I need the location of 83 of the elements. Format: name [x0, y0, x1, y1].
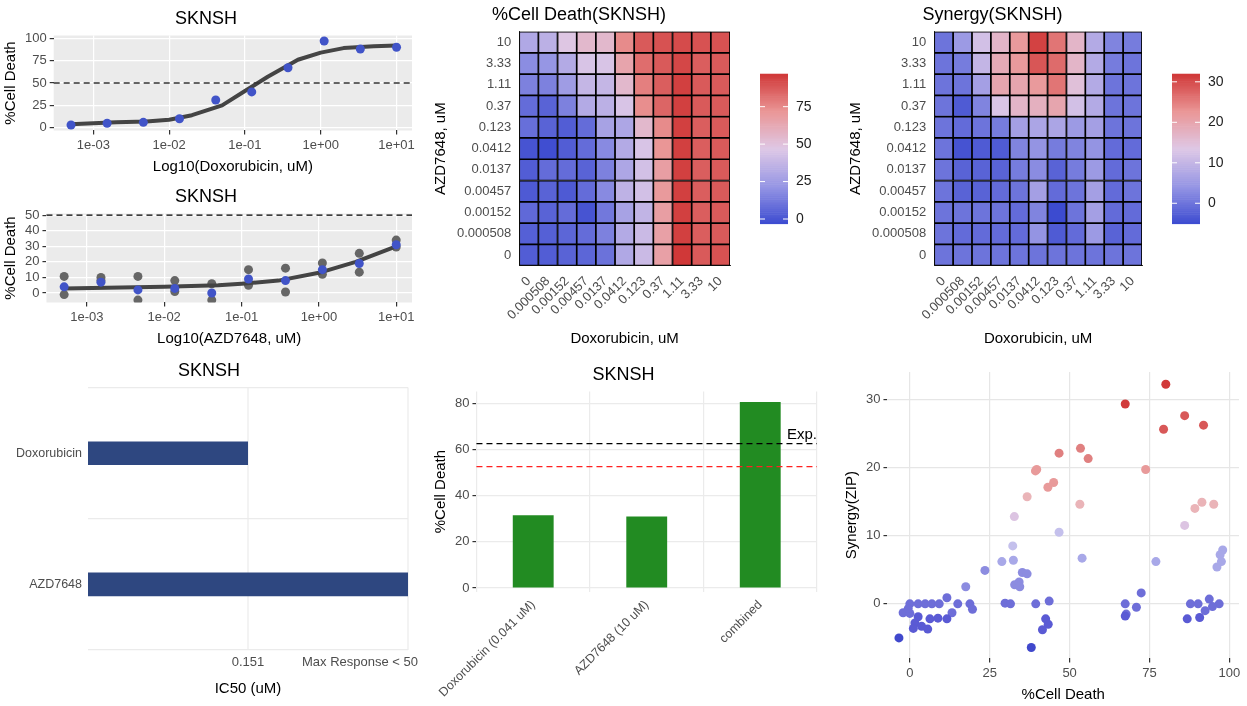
y-tick-label: 0.00152: [879, 204, 927, 220]
y-tick-label: 0.000508: [456, 225, 512, 241]
y-tick-label: 0.00457: [879, 182, 927, 198]
y-tick-label: 50: [24, 206, 40, 222]
x-tick-label: 1e-03: [76, 136, 110, 152]
y-tick-label: 0.00457: [464, 182, 512, 198]
y-tick-label: 0.0137: [886, 161, 927, 177]
chart-title: SKNSH: [592, 363, 655, 384]
text: 0.151: [231, 654, 265, 670]
x-axis-title: Log10(Doxorubicin, uM): [152, 157, 313, 175]
chart-title: SKNSH: [177, 359, 241, 380]
y-tick-label: 0.00152: [464, 204, 512, 220]
y-tick-label: 0: [918, 246, 927, 262]
x-axis-title: Log10(AZD7648, uM): [157, 329, 302, 347]
y-axis-title: Synergy(ZIP): [842, 471, 860, 560]
color-bar-label: 0: [1208, 194, 1216, 211]
x-tick-label: 1e-02: [147, 308, 181, 324]
y-tick-label: 1.11: [486, 76, 512, 92]
color-bar-label: 30: [1208, 72, 1224, 89]
y-tick-label: 0: [39, 119, 47, 135]
x-tick-label: 10: [1116, 273, 1138, 295]
x-tick-label: 10: [704, 273, 726, 295]
y-axis-title: %Cell Death: [1, 216, 19, 300]
x-tick-label: 1e+00: [302, 136, 339, 152]
y-tick-label: 10: [911, 33, 927, 49]
x-axis-title: %Cell Death: [1021, 685, 1105, 703]
y-tick-label: 40: [454, 487, 470, 503]
y-tick-label: 50: [32, 74, 47, 90]
y-axis-title: %Cell Death: [1, 41, 19, 125]
y-tick-label: 80: [454, 394, 470, 410]
y-tick-label: 20: [865, 459, 881, 475]
color-bar-label: 0: [796, 209, 804, 226]
text: Max Response < 50: [302, 654, 418, 670]
x-tick-label: 100: [1218, 664, 1241, 680]
y-tick-label: 60: [454, 440, 470, 456]
y-tick-label: 3.33: [900, 55, 927, 71]
chart-title: SKNSH: [174, 185, 238, 206]
y-tick-label: Doxorubicin: [15, 445, 83, 460]
y-axis-title: AZD7648, uM: [431, 102, 449, 195]
x-axis-title: Doxorubicin, uM: [983, 329, 1093, 347]
x-tick-label: 75: [1142, 664, 1157, 680]
y-tick-label: 0: [462, 579, 470, 595]
y-tick-label: 10: [865, 527, 881, 543]
chart-title: Synergy(SKNSH): [922, 3, 1063, 24]
y-tick-label: AZD7648: [29, 576, 83, 591]
x-tick-label: 50: [1062, 664, 1077, 680]
x-tick-label: 1e-01: [224, 308, 259, 324]
ref-line-label: Exp.: [786, 425, 817, 443]
x-axis-title: Doxorubicin, uM: [570, 329, 679, 347]
y-tick-label: 0.123: [478, 118, 512, 134]
y-tick-label: 0.37: [485, 97, 512, 113]
x-tick-label: 1e+01: [378, 136, 415, 152]
x-tick-label: 1e+01: [377, 308, 415, 324]
y-tick-label: 100: [24, 29, 47, 45]
y-tick-label: 0.123: [893, 118, 927, 134]
y-tick-label: 0: [503, 246, 512, 262]
y-tick-label: 75: [32, 52, 47, 68]
x-axis-title: IC50 (uM): [214, 679, 282, 697]
color-bar-label: 75: [796, 97, 812, 114]
color-bar-label: 20: [1208, 113, 1224, 130]
y-tick-label: 0.000508: [871, 225, 927, 241]
y-tick-label: 30: [865, 390, 881, 406]
color-bar-label: 10: [1208, 153, 1224, 170]
y-tick-label: 40: [24, 222, 40, 238]
chart-title: SKNSH: [174, 7, 238, 28]
chart-title: %Cell Death(SKNSH): [491, 3, 667, 24]
y-tick-label: 25: [32, 96, 47, 112]
x-tick-label: 1e-03: [70, 308, 104, 324]
y-tick-label: 10: [496, 33, 512, 49]
y-tick-label: 1.11: [901, 76, 927, 92]
y-tick-label: 30: [24, 237, 40, 253]
x-tick-label: 25: [982, 664, 997, 680]
y-axis-title: %Cell Death: [431, 449, 449, 534]
x-tick-label: 1e-02: [152, 136, 186, 152]
color-bar-label: 25: [796, 172, 812, 189]
y-tick-label: 20: [24, 253, 40, 269]
x-tick-label: 1e+00: [300, 308, 338, 324]
x-tick-label: 1e-01: [228, 136, 262, 152]
y-tick-label: 3.33: [485, 55, 512, 71]
y-tick-label: 0.0137: [471, 161, 512, 177]
y-tick-label: 20: [454, 533, 470, 549]
y-axis-title: AZD7648, uM: [846, 102, 864, 195]
y-tick-label: 0.37: [900, 97, 927, 113]
